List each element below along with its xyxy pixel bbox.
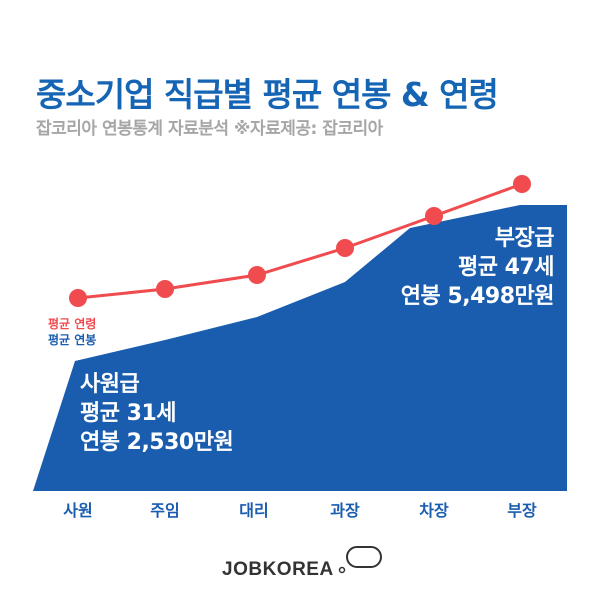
- legend-salary: 평균 연봉: [48, 333, 97, 347]
- x-label: 주임: [150, 501, 180, 520]
- logo-text: JOBKOREA: [222, 559, 334, 580]
- callout-last-rank: 부장급 평균 47세 연봉 5,498만원: [400, 224, 555, 311]
- age-point: [513, 175, 531, 193]
- age-point: [336, 239, 354, 257]
- callout-salary: 연봉 5,498만원: [400, 284, 555, 309]
- callout-rank: 부장급: [494, 226, 555, 251]
- x-label: 과장: [330, 501, 360, 520]
- age-points: [69, 175, 531, 307]
- page-title: 중소기업 직급별 평균 연봉 & 연령: [36, 75, 499, 114]
- age-point: [156, 280, 174, 298]
- age-line: [77, 182, 523, 300]
- logo-bubble-icon: [338, 546, 382, 574]
- page-subtitle: 잡코리아 연봉통계 자료분석 ※자료제공: 잡코리아: [36, 119, 383, 139]
- callout-age: 평균 47세: [458, 255, 555, 280]
- x-label: 부장: [507, 501, 537, 520]
- age-point: [248, 266, 266, 284]
- x-axis-labels: 사원 주임 대리 과장 차장 부장: [0, 497, 600, 521]
- callout-rank: 사원급: [80, 372, 140, 397]
- salary-area: [33, 205, 567, 491]
- chart-legend: 평균 연령 평균 연봉: [48, 316, 96, 348]
- callout-salary: 연봉 2,530만원: [80, 430, 234, 455]
- age-point: [69, 289, 87, 307]
- age-point: [425, 207, 443, 225]
- callout-first-rank: 사원급 평균 31세 연봉 2,530만원: [80, 370, 234, 457]
- legend-age: 평균 연령: [48, 317, 97, 331]
- callout-age: 평균 31세: [80, 401, 177, 426]
- x-label: 대리: [239, 501, 269, 520]
- x-label: 사원: [63, 501, 93, 520]
- x-label: 차장: [419, 501, 449, 520]
